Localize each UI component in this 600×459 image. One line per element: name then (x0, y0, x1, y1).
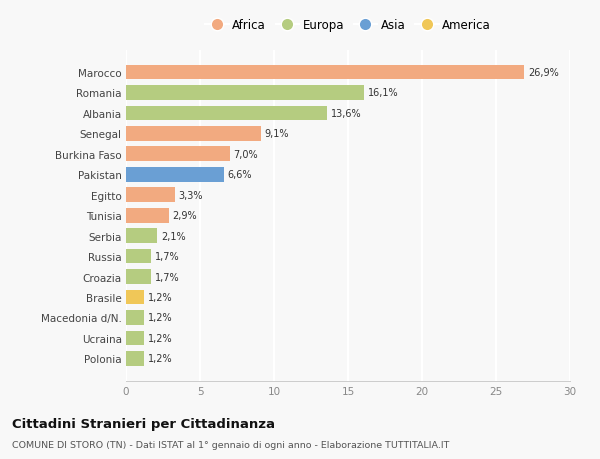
Bar (126, 269, 151, 284)
Bar (126, 147, 230, 162)
Text: 1,7%: 1,7% (155, 252, 179, 262)
Text: 1,2%: 1,2% (148, 333, 172, 343)
Text: 1,7%: 1,7% (155, 272, 179, 282)
Text: 26,9%: 26,9% (528, 68, 559, 78)
Bar (126, 86, 364, 101)
Bar (126, 106, 327, 121)
Bar (126, 351, 144, 366)
Text: 16,1%: 16,1% (368, 88, 398, 98)
Legend: Africa, Europa, Asia, America: Africa, Europa, Asia, America (203, 17, 493, 34)
Text: 1,2%: 1,2% (148, 292, 172, 302)
Bar (126, 229, 157, 243)
Text: 1,2%: 1,2% (148, 353, 172, 364)
Bar (126, 66, 524, 80)
Text: Cittadini Stranieri per Cittadinanza: Cittadini Stranieri per Cittadinanza (12, 417, 275, 430)
Bar (126, 310, 144, 325)
Text: 6,6%: 6,6% (227, 170, 252, 180)
Text: COMUNE DI STORO (TN) - Dati ISTAT al 1° gennaio di ogni anno - Elaborazione TUTT: COMUNE DI STORO (TN) - Dati ISTAT al 1° … (12, 441, 449, 449)
Text: 13,6%: 13,6% (331, 109, 362, 119)
Bar (126, 168, 224, 182)
Text: 7,0%: 7,0% (233, 150, 258, 159)
Bar (126, 331, 144, 346)
Text: 1,2%: 1,2% (148, 313, 172, 323)
Bar (126, 127, 260, 141)
Bar (126, 208, 169, 223)
Bar (126, 290, 144, 305)
Bar (126, 249, 151, 264)
Bar (126, 188, 175, 203)
Text: 2,1%: 2,1% (161, 231, 185, 241)
Text: 9,1%: 9,1% (265, 129, 289, 139)
Text: 3,3%: 3,3% (179, 190, 203, 200)
Text: 2,9%: 2,9% (173, 211, 197, 221)
